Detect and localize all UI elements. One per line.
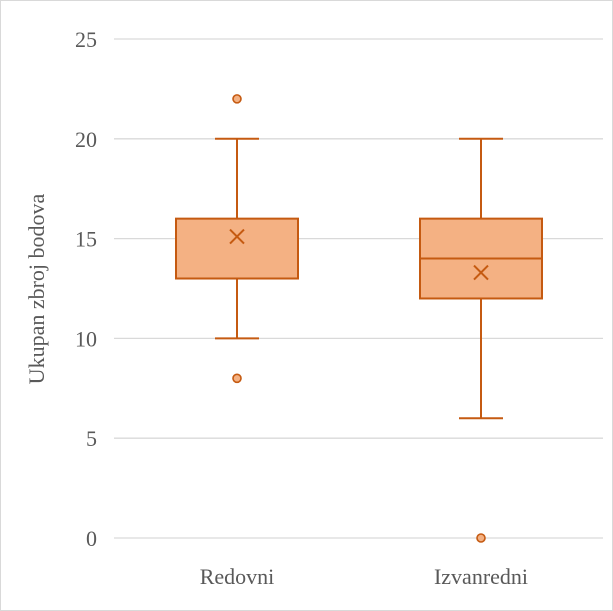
outlier-point [232,373,242,384]
mean-marker [473,264,489,281]
outlier-point [476,533,486,543]
iqr-box [175,217,299,280]
y-tick-label: 5 [86,426,97,451]
y-tick-label: 20 [75,127,97,152]
mean-marker [229,228,245,245]
x-axis-categories: Redovni Izvanredni [200,564,528,589]
y-tick-label: 25 [75,27,97,52]
boxes [175,94,543,543]
y-axis-ticks: 0 5 10 15 20 25 [75,27,97,551]
outlier-point [232,94,242,104]
y-tick-label: 10 [75,326,97,351]
x-category-label: Redovni [200,564,275,589]
box-group [175,94,299,384]
y-tick-label: 15 [75,227,97,252]
y-tick-label: 0 [86,526,97,551]
box-group [419,137,543,543]
y-axis-title: Ukupan zbroj bodova [24,193,49,384]
x-category-label: Izvanredni [434,564,528,589]
